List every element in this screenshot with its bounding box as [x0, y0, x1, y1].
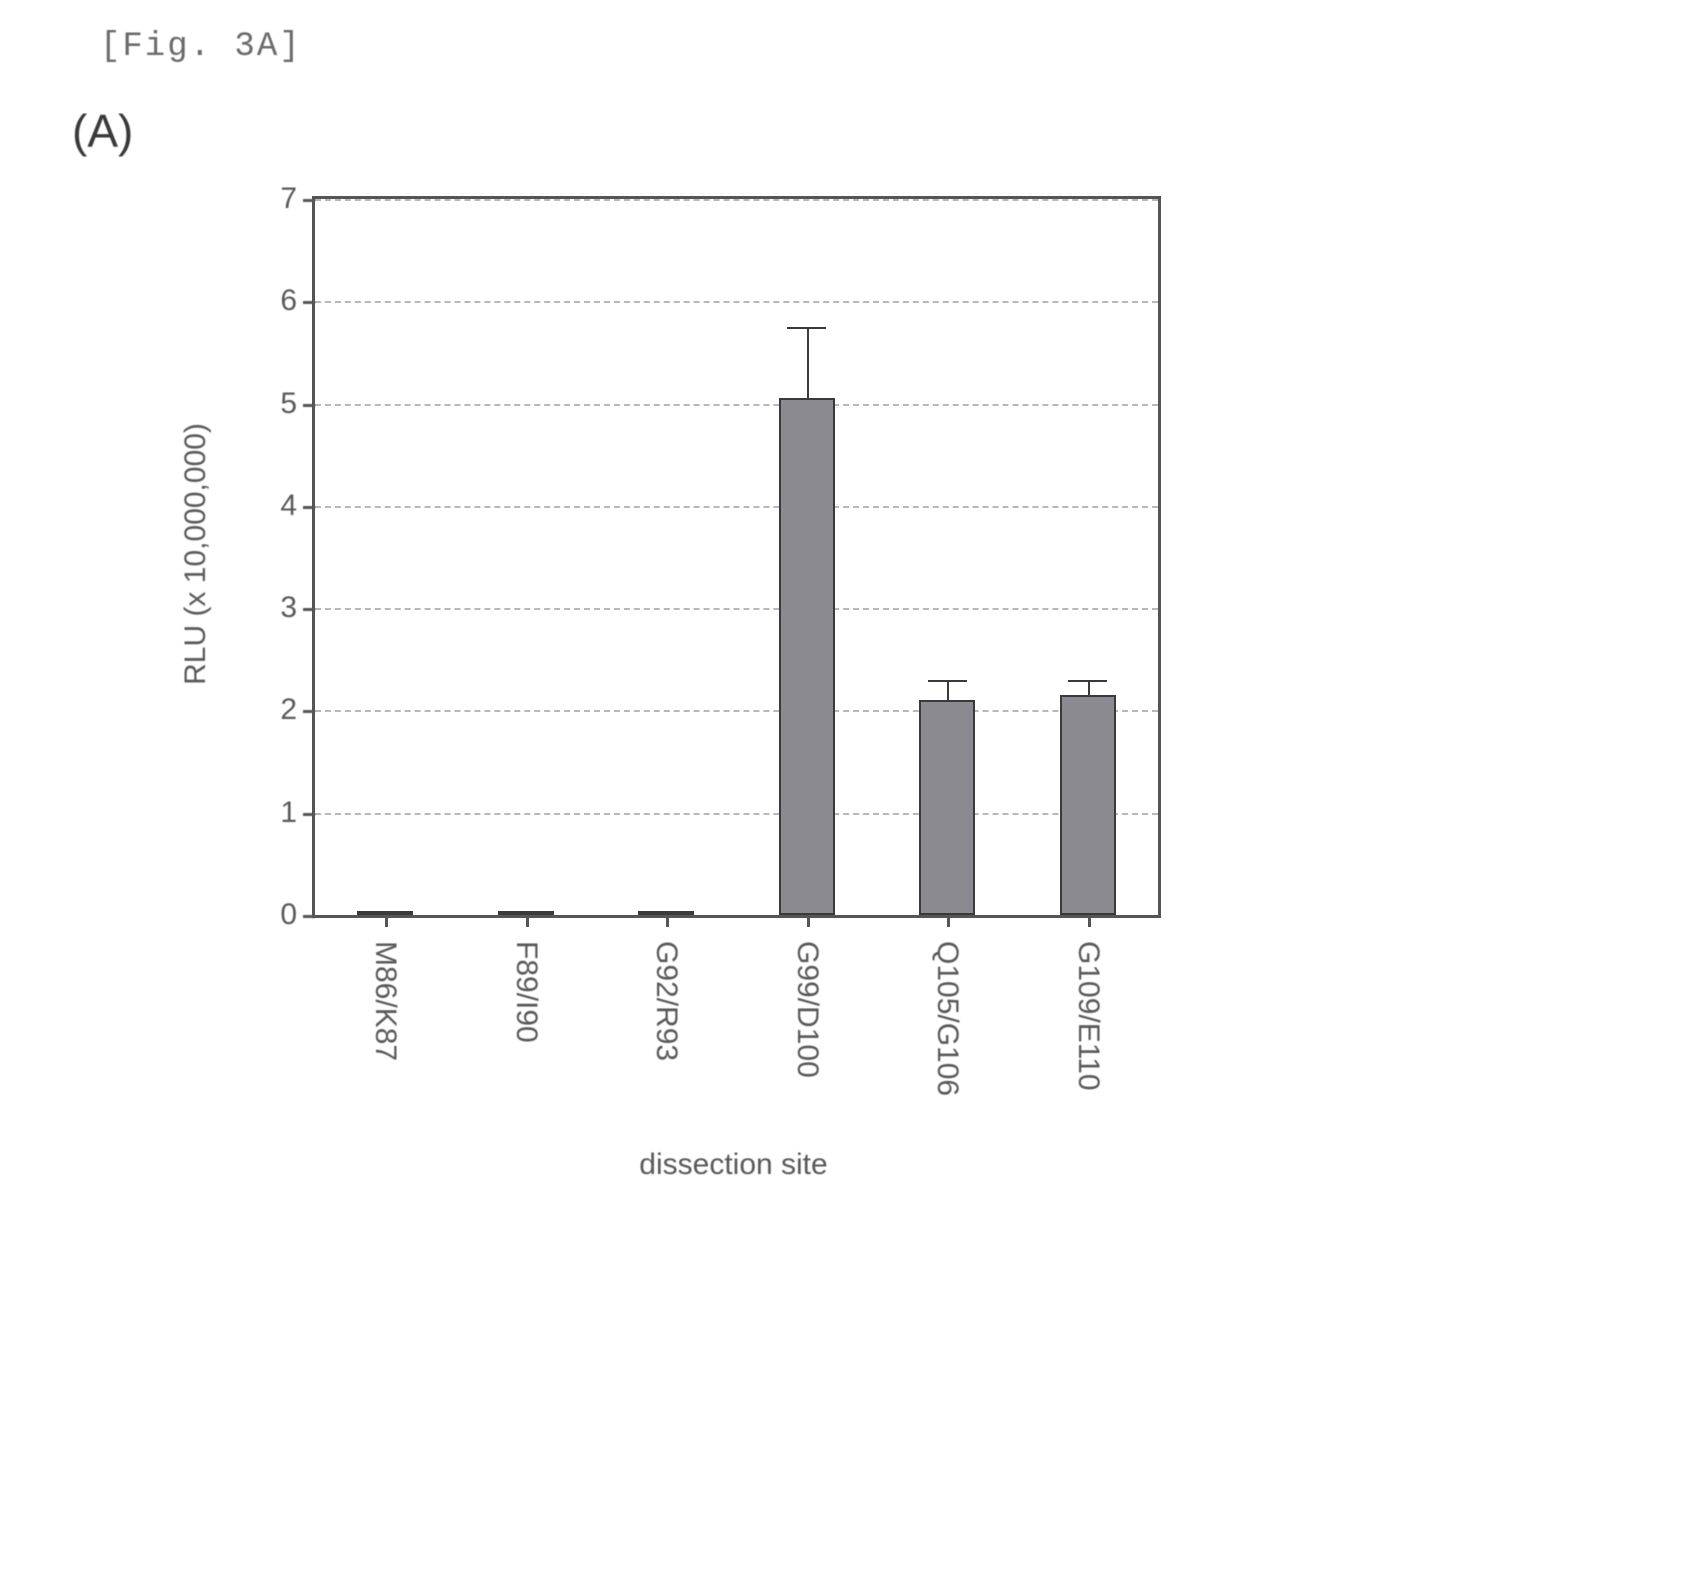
error-bar — [947, 680, 949, 700]
y-tick-label: 7 — [280, 182, 315, 216]
x-axis-label: dissection site — [639, 1148, 827, 1182]
plot-area: 01234567M86/K87F89/I90G92/R93G99/D100Q10… — [312, 196, 1161, 918]
x-tick-mark — [526, 915, 529, 927]
bar — [779, 398, 835, 915]
x-tick-label: G99/D100 — [790, 941, 824, 1078]
x-tick-mark — [947, 915, 950, 927]
bar-chart: 0 1 2 3 4 5 6 7 M86/K87 F89/I90 G92/R93 G99/D100 Q10… — [0, 0, 1681, 1596]
error-bar-cap — [928, 680, 967, 682]
error-bar-cap — [1068, 680, 1107, 682]
x-tick-label: G92/R93 — [649, 941, 683, 1061]
x-tick-mark — [807, 915, 810, 927]
error-bar — [807, 327, 809, 399]
x-tick-label: Q105/G106 — [930, 941, 964, 1096]
x-tick-label: M86/K87 — [368, 941, 402, 1061]
gridline — [315, 199, 1158, 201]
error-bar — [1088, 680, 1090, 695]
bar — [919, 700, 975, 915]
y-tick-label: 3 — [280, 591, 315, 625]
page: [Fig. 3A] (A) 01234567M86/K87F89/I90G92/… — [0, 0, 1681, 1596]
x-tick-mark — [385, 915, 388, 927]
gridline — [315, 608, 1158, 610]
bar — [357, 911, 413, 915]
y-tick-label: 1 — [280, 796, 315, 830]
bar — [638, 911, 694, 915]
y-axis-label: RLU (x 10,000,000) — [179, 423, 213, 685]
x-tick-label: F89/I90 — [509, 941, 543, 1043]
bar — [498, 911, 554, 915]
x-tick-mark — [666, 915, 669, 927]
gridline — [315, 301, 1158, 303]
y-tick-label: 0 — [280, 898, 315, 932]
y-tick-label: 6 — [280, 284, 315, 318]
y-tick-label: 2 — [280, 693, 315, 727]
y-tick-label: 5 — [280, 387, 315, 421]
error-bar-cap — [787, 327, 826, 329]
gridline — [315, 710, 1158, 712]
bar — [1060, 695, 1116, 915]
gridline — [315, 404, 1158, 406]
x-tick-label: G109/E110 — [1071, 941, 1105, 1091]
y-tick-label: 4 — [280, 489, 315, 523]
x-tick-mark — [1088, 915, 1091, 927]
gridline — [315, 506, 1158, 508]
gridline — [315, 813, 1158, 815]
